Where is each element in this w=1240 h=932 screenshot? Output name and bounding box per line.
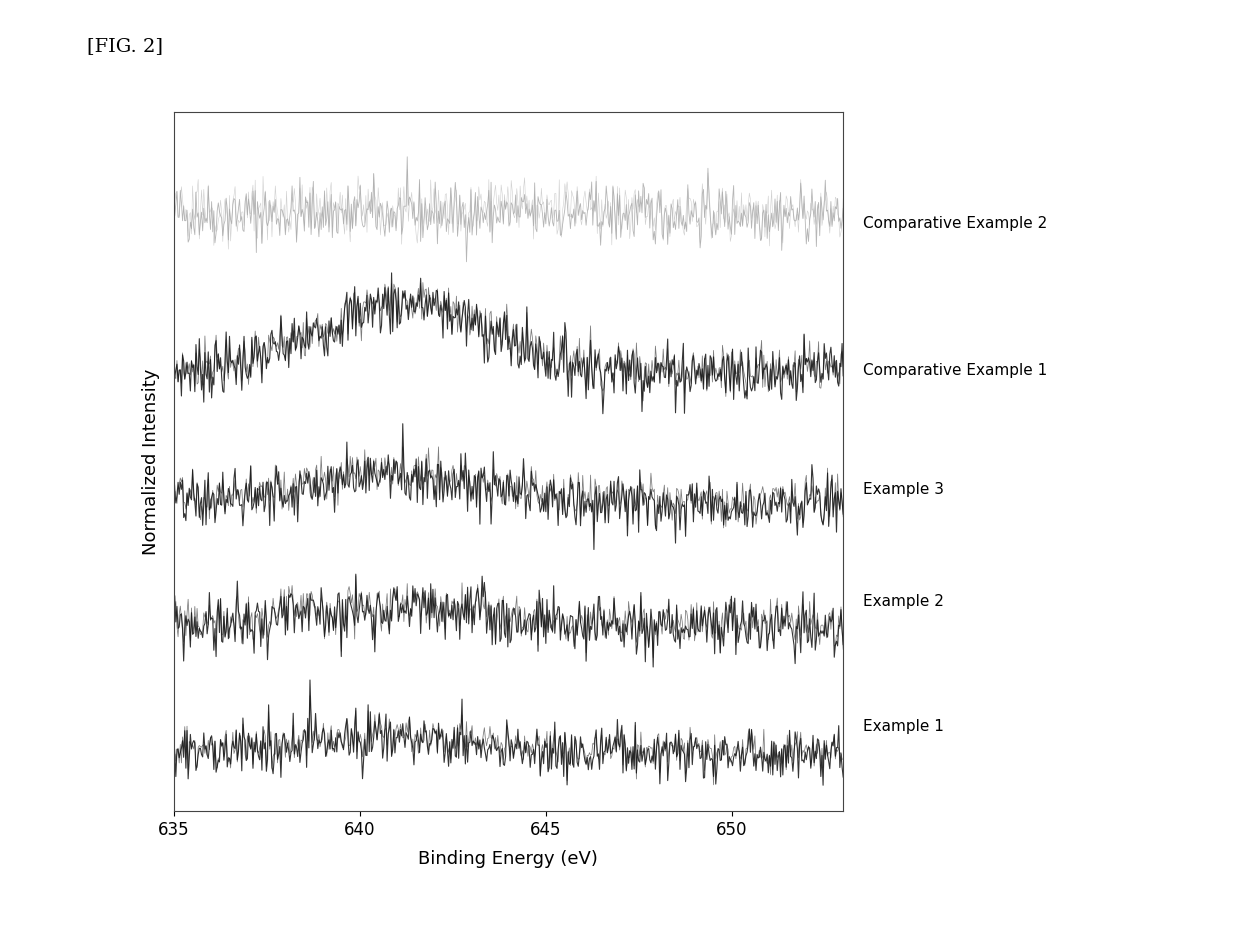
Text: Comparative Example 1: Comparative Example 1 <box>863 363 1048 378</box>
Text: Example 2: Example 2 <box>863 594 944 609</box>
Y-axis label: Normalized Intensity: Normalized Intensity <box>141 368 160 555</box>
X-axis label: Binding Energy (eV): Binding Energy (eV) <box>418 850 599 868</box>
Text: Comparative Example 2: Comparative Example 2 <box>863 216 1048 231</box>
Text: [FIG. 2]: [FIG. 2] <box>87 37 162 55</box>
Text: Example 1: Example 1 <box>863 720 944 734</box>
Text: Example 3: Example 3 <box>863 482 945 497</box>
